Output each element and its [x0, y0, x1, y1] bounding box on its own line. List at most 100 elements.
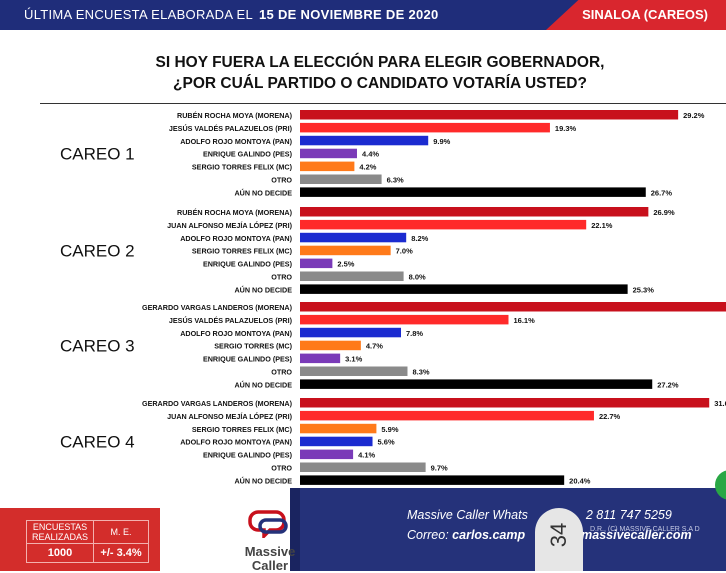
page-number: 34	[545, 522, 571, 548]
chart-title-line1: SI HOY FUERA LA ELECCIÓN PARA ELEGIR GOB…	[155, 54, 605, 71]
value-label: 5.6%	[378, 438, 395, 447]
bar	[300, 245, 391, 256]
value-label: 19.3%	[555, 124, 577, 133]
bar	[300, 219, 587, 230]
bar-label: ADOLFO ROJO MONTOYA (PAN)	[180, 438, 292, 447]
value-label: 31.6%	[714, 399, 726, 408]
bar	[300, 353, 341, 364]
bar	[300, 410, 594, 421]
value-label: 2.5%	[337, 260, 354, 269]
value-label: 4.4%	[362, 150, 379, 159]
header-red-band	[546, 0, 726, 30]
bar	[300, 327, 402, 338]
footer-navy-band	[300, 488, 726, 571]
bar	[300, 302, 726, 312]
group-label: CAREO 3	[60, 336, 135, 355]
value-label: 8.2%	[411, 234, 428, 243]
bar-label: RUBÉN ROCHA MOYA (MORENA)	[177, 208, 293, 217]
bar	[300, 366, 408, 376]
value-label: 8.0%	[409, 273, 426, 282]
value-label: 4.2%	[359, 163, 376, 172]
bar-label: SERGIO TORRES FELIX (MC)	[192, 425, 293, 434]
bar-label: SERGIO TORRES FELIX (MC)	[192, 247, 293, 256]
value-label: 7.0%	[396, 247, 413, 256]
stats-surveys-value: 1000	[25, 543, 95, 563]
value-label: 6.3%	[387, 176, 404, 185]
contact-phone: 2 811 747 5259	[585, 508, 672, 522]
group-label: CAREO 4	[60, 432, 135, 451]
contact-info: Massive Caller Whats 2 811 747 5259 Corre…	[407, 505, 692, 545]
massive-caller-logo-icon	[248, 510, 288, 541]
contact-email-part2: massivecaller.com	[581, 528, 692, 542]
bar-label: SERGIO TORRES (MC)	[214, 342, 292, 351]
value-label: 9.7%	[431, 464, 448, 473]
contact-email-part1: carlos.camp	[452, 528, 526, 542]
header-text: ÚLTIMA ENCUESTA ELABORADA EL 15 DE NOVIEM…	[24, 7, 439, 22]
bar	[300, 148, 357, 159]
bar-label: ADOLFO ROJO MONTOYA (PAN)	[180, 234, 292, 243]
bar-label: OTRO	[271, 273, 292, 282]
bar	[300, 449, 354, 460]
bar-label: ENRIQUE GALINDO (PES)	[203, 355, 293, 364]
bar	[300, 187, 646, 197]
page-number-tab: 34	[535, 508, 583, 571]
brand-name: Massive Caller	[244, 544, 296, 573]
value-label: 8.3%	[412, 368, 429, 377]
value-label: 29.2%	[683, 111, 705, 120]
bar-label: SERGIO TORRES FELIX (MC)	[192, 163, 293, 172]
bar	[300, 271, 404, 281]
bar-label: ENRIQUE GALINDO (PES)	[203, 451, 293, 460]
bar-label: ENRIQUE GALINDO (PES)	[203, 260, 293, 269]
bar-label: OTRO	[271, 176, 292, 185]
bar-label: JUAN ALFONSO MEJÍA LÓPEZ (PRI)	[167, 221, 292, 230]
value-label: 22.7%	[599, 412, 621, 421]
value-label: 5.9%	[381, 425, 398, 434]
bar-label: ENRIQUE GALINDO (PES)	[203, 150, 293, 159]
group-label: CAREO 1	[60, 144, 135, 163]
value-label: 16.1%	[513, 316, 535, 325]
bar	[300, 232, 407, 243]
bar-label: AÚN NO DECIDE	[234, 188, 292, 197]
bar-label: ADOLFO ROJO MONTOYA (PAN)	[180, 329, 292, 338]
bar	[300, 475, 565, 485]
whatsapp-icon	[715, 470, 726, 500]
bar	[300, 135, 429, 146]
bar	[300, 258, 333, 269]
bar	[300, 314, 509, 325]
footer: ENCUESTAS REALIZADAS M. E. 1000 +/- 3.4%	[0, 488, 726, 571]
contact-phone-line: Massive Caller Whats 2 811 747 5259	[407, 505, 692, 525]
value-label: 26.9%	[653, 208, 675, 217]
group-label: CAREO 2	[60, 241, 135, 260]
bar	[300, 462, 426, 472]
value-label: 9.9%	[433, 137, 450, 146]
bar-label: AÚN NO DECIDE	[234, 285, 292, 294]
value-label: 25.3%	[633, 285, 655, 294]
bar	[300, 122, 550, 133]
copyright-text: D.R., (C) MASSIVE CALLER S.A D	[590, 526, 700, 533]
value-label: 26.7%	[651, 188, 673, 197]
bar	[300, 110, 679, 120]
bar	[300, 436, 373, 447]
header-label: ÚLTIMA ENCUESTA ELABORADA EL	[24, 7, 253, 22]
bar-label: OTRO	[271, 368, 292, 377]
bar-label: AÚN NO DECIDE	[234, 476, 292, 485]
stats-header-surveys: ENCUESTAS REALIZADAS	[25, 520, 95, 544]
contact-whatsapp-label: Massive Caller Whats	[407, 508, 528, 522]
value-label: 7.8%	[406, 329, 423, 338]
title-divider	[40, 103, 726, 104]
value-label: 4.7%	[366, 342, 383, 351]
bar-label: JUAN ALFONSO MEJÍA LÓPEZ (PRI)	[167, 412, 292, 421]
header-bar: ÚLTIMA ENCUESTA ELABORADA EL 15 DE NOVIEM…	[0, 0, 726, 30]
bar-label: GERARDO VARGAS LANDEROS (MORENA)	[142, 303, 293, 312]
stats-me-value: +/- 3.4%	[93, 543, 150, 563]
bar	[300, 161, 355, 172]
header-region: SINALOA (CAREOS)	[582, 7, 708, 22]
chart-title-line2: ¿POR CUÁL PARTIDO O CANDIDATO VOTARÍA US…	[173, 75, 587, 92]
value-label: 3.1%	[345, 355, 362, 364]
bar	[300, 207, 649, 217]
bar-label: OTRO	[271, 464, 292, 473]
contact-email-line: Correo: carlos.camp massivecaller.com	[407, 525, 692, 545]
bar	[300, 398, 710, 408]
bar-label: AÚN NO DECIDE	[234, 380, 292, 389]
stats-header-me: M. E.	[93, 520, 150, 544]
